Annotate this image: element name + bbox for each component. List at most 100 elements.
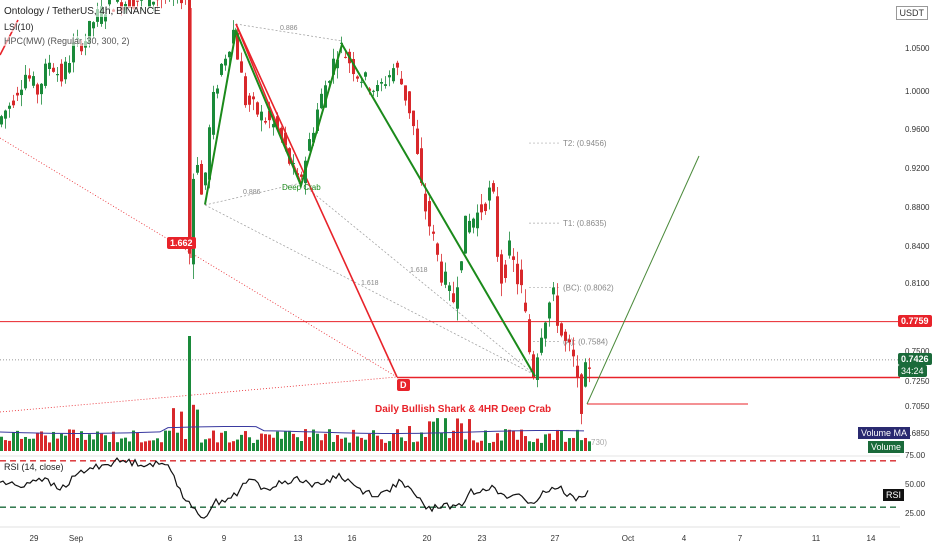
- candle-body: [256, 102, 259, 115]
- candle-body: [408, 91, 411, 114]
- candle-body: [540, 337, 543, 353]
- candle-body: [28, 75, 31, 79]
- candle-body: [404, 85, 407, 101]
- volume-bar: [76, 437, 79, 451]
- volume-bar: [32, 438, 35, 451]
- volume-bar: [504, 429, 507, 451]
- candle-body: [332, 58, 335, 75]
- candle-body: [92, 22, 95, 29]
- candle-body: [0, 116, 3, 125]
- candle-body: [200, 163, 203, 195]
- candle-body: [424, 193, 427, 212]
- candle-body: [520, 269, 523, 286]
- target-label-t2: T2: (0.9456): [563, 139, 607, 148]
- volume-bar: [476, 442, 479, 451]
- volume-bar: [468, 419, 471, 451]
- volume-bar: [136, 432, 139, 451]
- time-tick-label: 14: [867, 534, 876, 543]
- volume-bar: [48, 442, 51, 451]
- candle-body: [456, 287, 459, 309]
- candle-body: [360, 81, 363, 83]
- volume-bar: [172, 408, 175, 451]
- candle-body: [44, 63, 47, 86]
- volume-bar: [240, 434, 243, 451]
- candle-body: [460, 261, 463, 271]
- volume-bar: [20, 438, 23, 451]
- volume-bar: [480, 440, 483, 451]
- candle-body: [72, 42, 75, 63]
- candle-body: [280, 127, 283, 139]
- volume-bar: [576, 429, 579, 451]
- candle-body: [212, 91, 215, 135]
- volume-bar: [408, 426, 411, 451]
- volume-bar: [528, 441, 531, 451]
- volume-bar: [484, 430, 487, 451]
- left-value-badge: 1.662: [167, 237, 196, 249]
- volume-bar: [352, 429, 355, 451]
- ratio-label-top: 0.886: [280, 25, 298, 32]
- currency-label[interactable]: USDT: [895, 6, 928, 20]
- volume-bar: [36, 432, 39, 451]
- volume-bar: [560, 430, 563, 451]
- volume-bar: [540, 442, 543, 451]
- volume-bar: [96, 431, 99, 451]
- candle-body: [384, 84, 387, 86]
- candle-body: [64, 61, 67, 80]
- candle-body: [504, 264, 507, 279]
- deep-crab-pattern: [204, 27, 536, 377]
- price-tick-label: 0.8100: [905, 279, 930, 288]
- volume-bar: [416, 441, 419, 451]
- volume-bar: [556, 429, 559, 451]
- volume-bar: [380, 439, 383, 451]
- volume-bar: [328, 429, 331, 451]
- volume-bar: [348, 442, 351, 451]
- volume-bar: [260, 433, 263, 451]
- candle-body: [584, 362, 587, 387]
- volume-bar: [112, 431, 115, 451]
- candle-body: [140, 0, 143, 1]
- candle-body: [500, 254, 503, 284]
- volume-value-label: 730): [591, 438, 607, 447]
- candle-body: [524, 302, 527, 312]
- volume-bar: [8, 440, 11, 451]
- candle-body: [572, 349, 575, 357]
- volume-label: Volume: [868, 441, 905, 453]
- volume-bar: [160, 442, 163, 451]
- candle-body: [40, 83, 43, 95]
- rsi-tag: RSI: [883, 489, 905, 501]
- candle-body: [52, 67, 55, 72]
- candle-body: [8, 105, 11, 109]
- candle-body: [436, 243, 439, 255]
- candle-body: [588, 367, 591, 369]
- candle-body: [320, 93, 323, 109]
- candle-body: [492, 183, 495, 192]
- candle-body: [208, 127, 211, 180]
- volume-bar: [68, 429, 71, 451]
- volume-bar: [176, 432, 179, 451]
- volume-bar: [516, 439, 519, 451]
- volume-bar: [400, 437, 403, 451]
- candle-body: [432, 231, 435, 234]
- volume-bar: [488, 442, 491, 451]
- candle-body: [308, 139, 311, 151]
- time-tick-label: Oct: [622, 534, 635, 543]
- time-tick-label: 27: [551, 534, 560, 543]
- rsi-tick-label: 50.00: [905, 480, 926, 489]
- time-tick-label: 20: [423, 534, 432, 543]
- volume-bar: [324, 433, 327, 451]
- volume-bar: [548, 433, 551, 451]
- volume-bar: [344, 437, 347, 451]
- candle-body: [580, 374, 583, 414]
- candle-body: [108, 0, 111, 5]
- volume-bar: [204, 439, 207, 451]
- volume-bar: [256, 439, 259, 451]
- volume-bar: [224, 431, 227, 451]
- volume-bar: [196, 409, 199, 451]
- candle-body: [32, 76, 35, 86]
- volume-bar: [140, 442, 143, 451]
- candle-body: [116, 0, 119, 2]
- gray-ratio-line: [204, 204, 536, 376]
- candle-body: [4, 110, 7, 119]
